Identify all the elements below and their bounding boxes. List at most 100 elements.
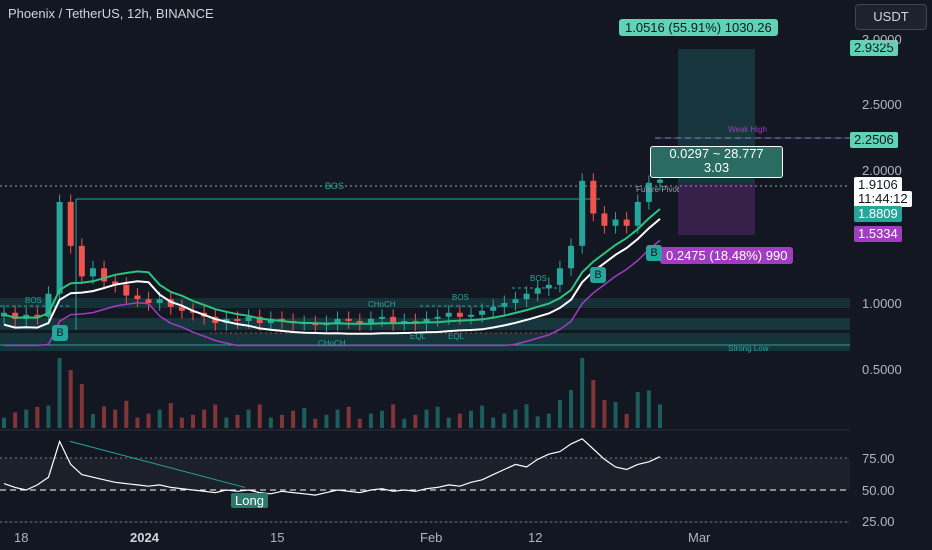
volume-bar: [124, 400, 129, 428]
volume-bar: [380, 410, 385, 428]
bos-label: BOS: [530, 274, 547, 283]
candle-body: [534, 288, 541, 294]
x-tick: Mar: [688, 530, 711, 545]
volume-bar: [613, 402, 618, 428]
weak-high-label: Weak High: [728, 125, 767, 134]
volume-bar: [546, 413, 551, 428]
bos-label: BOS: [452, 293, 469, 302]
candle-body: [278, 318, 285, 321]
candle-body: [556, 268, 563, 285]
y-tick: 1.0000: [862, 296, 902, 311]
volume-bar: [235, 414, 240, 428]
ma-purple-line: [4, 239, 661, 347]
volume-bar: [135, 417, 140, 428]
volume-bar: [157, 409, 162, 428]
price-tag-countdown: 11:44:12: [854, 191, 912, 207]
eql-label: EQL: [410, 332, 427, 341]
volume-bar: [224, 417, 229, 428]
volume-bar: [113, 409, 118, 428]
price-tag-current: 1.9106: [854, 177, 902, 193]
buy-signal-marker[interactable]: B: [590, 267, 606, 283]
y-tick: 3.0000: [862, 32, 902, 47]
candle-body: [123, 284, 130, 296]
volume-bar: [246, 409, 251, 428]
volume-bar: [491, 417, 496, 428]
strong-low-label: Strong Low: [728, 344, 769, 353]
volume-bar: [291, 410, 296, 428]
candle-body: [167, 299, 174, 307]
volume-bar: [324, 414, 329, 428]
candle-body: [67, 201, 74, 246]
volume-bar: [457, 413, 462, 428]
candle-body: [245, 316, 252, 321]
volume-bar: [57, 358, 62, 428]
volume-bar: [146, 413, 151, 428]
volume-bar: [279, 414, 284, 428]
candle-body: [156, 299, 163, 303]
candle-body: [390, 316, 397, 324]
candle-body: [645, 182, 652, 202]
volume-bar: [502, 413, 507, 428]
candle-body: [367, 318, 374, 324]
volume-bar: [658, 404, 662, 428]
candle-body: [101, 268, 108, 282]
volume-bar: [468, 410, 473, 428]
candle-body: [523, 293, 530, 300]
rsi-divergence-line: [69, 440, 246, 488]
future-pivot-label: Future Pivot: [636, 185, 680, 194]
candle-body: [634, 201, 641, 226]
candle-body: [178, 306, 185, 311]
candle-body: [356, 320, 363, 324]
candle-body: [89, 268, 96, 277]
y-tick: 2.5000: [862, 97, 902, 112]
volume-bar: [624, 414, 629, 428]
candle-body: [78, 245, 85, 277]
zone-box: [0, 298, 850, 308]
candle-body: [1, 312, 7, 317]
volume-bar: [35, 406, 40, 428]
rsi-band: [0, 458, 850, 490]
volume-bar: [402, 418, 407, 428]
currency-button[interactable]: USDT: [855, 4, 927, 30]
buy-signal-marker[interactable]: B: [52, 325, 68, 341]
rsi-tick: 25.00: [862, 514, 895, 529]
choch-label: CHoCH: [368, 300, 396, 309]
rsi-line: [3, 438, 661, 496]
candle-body: [434, 316, 441, 319]
candle-body: [467, 314, 474, 317]
candle-body: [56, 201, 63, 294]
rsi-tick: 50.00: [862, 483, 895, 498]
stop-zone: [678, 183, 755, 235]
candle-body: [568, 245, 575, 269]
volume-bar: [24, 409, 29, 428]
volume-bar: [90, 414, 95, 428]
volume-bar: [368, 413, 373, 428]
candle-body: [45, 293, 52, 317]
buy-signal-marker[interactable]: B: [646, 245, 662, 261]
volume-bar: [480, 405, 485, 428]
x-tick: 12: [528, 530, 543, 545]
price-tag-top: 2.9325: [850, 40, 898, 56]
candle-body: [312, 323, 319, 326]
ratio-line-2: 3.03: [703, 160, 730, 175]
candle-body: [490, 306, 497, 311]
ma-green-line: [3, 208, 661, 325]
volume-bar: [302, 408, 307, 428]
volume-bar: [635, 392, 640, 428]
volume-bar: [335, 409, 340, 428]
eql-label: EQL: [448, 332, 465, 341]
rsi-long-label: Long: [231, 493, 268, 508]
volume-bar: [313, 418, 318, 428]
price-tag-weak-high: 2.2506: [850, 132, 898, 148]
x-tick: 2024: [130, 530, 159, 545]
volume-bar: [102, 406, 107, 428]
candle-body: [657, 179, 663, 183]
volume-bar: [580, 358, 585, 428]
candle-body: [479, 310, 486, 315]
x-tick: 15: [270, 530, 285, 545]
volume-bar: [2, 417, 6, 428]
ratio-line-1: 0.0297 ~ 28.777: [669, 146, 764, 161]
price-axis-area: [850, 0, 932, 550]
volume-bar: [213, 404, 218, 428]
